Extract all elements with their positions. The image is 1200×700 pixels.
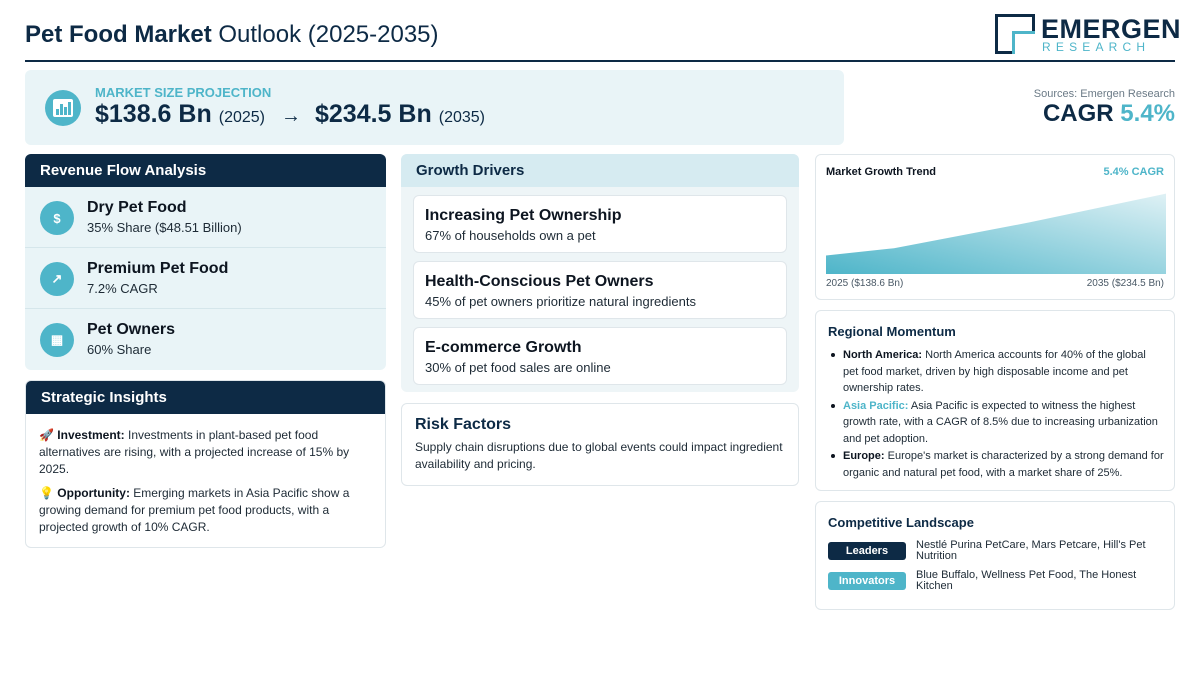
revenue-item-title: Premium Pet Food: [87, 260, 229, 277]
bar-chart-icon: [45, 90, 81, 126]
revenue-item[interactable]: ▦ Pet Owners 60% Share: [25, 309, 386, 370]
market-size-projection: MARKET SIZE PROJECTION $138.6 Bn (2025) …: [25, 70, 844, 145]
cagr-summary: CAGR 5.4%: [1042, 100, 1175, 127]
revenue-item-value: 7.2% CAGR: [87, 281, 158, 296]
lightbulb-icon: 💡: [39, 486, 54, 500]
strategic-insights-card: Strategic Insights 🚀 Investment: Investm…: [25, 380, 386, 548]
leaders-badge[interactable]: Leaders: [828, 542, 906, 560]
money-bag-icon: $: [40, 201, 74, 235]
trend-up-icon: ↗: [40, 262, 74, 296]
revenue-item[interactable]: $ Dry Pet Food 35% Share ($48.51 Billion…: [25, 187, 386, 248]
driver-detail: 30% of pet food sales are online: [425, 360, 611, 375]
growth-drivers-card: Growth Drivers Increasing Pet Ownership …: [401, 154, 799, 392]
arrow-right-icon: →: [281, 105, 301, 127]
driver-item[interactable]: E-commerce Growth 30% of pet food sales …: [413, 327, 787, 385]
end-year: (2035): [438, 109, 485, 126]
driver-title: Increasing Pet Ownership: [425, 207, 622, 224]
logo-subtitle: RESEARCH: [1042, 40, 1151, 54]
trend-title: Market Growth Trend: [826, 166, 937, 178]
risk-factors-card: Risk Factors Supply chain disruptions du…: [401, 403, 799, 486]
risk-factors-text: Supply chain disruptions due to global e…: [415, 440, 783, 471]
revenue-item-value: 35% Share ($48.51 Billion): [87, 220, 242, 235]
revenue-flow-card: Revenue Flow Analysis $ Dry Pet Food 35%…: [25, 154, 386, 370]
growth-area-chart: [826, 193, 1166, 274]
revenue-item-value: 60% Share: [87, 342, 152, 357]
trend-end-label: 2035 ($234.5 Bn): [1086, 278, 1164, 289]
strategic-insights-heading: Strategic Insights: [26, 381, 385, 414]
competitor-row: Leaders Nestlé Purina PetCare, Mars Petc…: [828, 540, 1168, 562]
growth-area: [826, 193, 1166, 274]
region-north-america: North America: North America accounts fo…: [828, 347, 1164, 397]
trend-start-label: 2025 ($138.6 Bn): [826, 278, 904, 289]
growth-drivers-heading: Growth Drivers: [401, 154, 799, 187]
leaders-list: Nestlé Purina PetCare, Mars Petcare, Hil…: [916, 539, 1146, 562]
innovators-list: Blue Buffalo, Wellness Pet Food, The Hon…: [916, 569, 1137, 592]
regional-momentum-card: Regional Momentum North America: North A…: [815, 310, 1175, 491]
competitive-landscape-title: Competitive Landscape: [828, 515, 974, 530]
risk-factors-title: Risk Factors: [415, 416, 512, 433]
emergen-logo[interactable]: EMERGEN RESEARCH: [995, 14, 1181, 56]
region-asia-pacific: Asia Pacific: Asia Pacific is expected t…: [828, 398, 1164, 448]
regional-list: North America: North America accounts fo…: [828, 347, 1164, 482]
revenue-flow-heading: Revenue Flow Analysis: [25, 154, 386, 187]
region-europe: Europe: Europe's market is characterized…: [828, 448, 1164, 481]
driver-item[interactable]: Health-Conscious Pet Owners 45% of pet o…: [413, 261, 787, 319]
driver-detail: 67% of households own a pet: [425, 228, 596, 243]
regional-momentum-title: Regional Momentum: [828, 324, 956, 339]
rocket-icon: 🚀: [39, 428, 54, 442]
market-growth-trend-card: Market Growth Trend 5.4% CAGR 2025 ($138…: [815, 154, 1175, 300]
logo-mark-icon: [995, 14, 1035, 54]
logo-name: EMERGEN: [1041, 14, 1182, 44]
driver-title: E-commerce Growth: [425, 339, 582, 356]
driver-title: Health-Conscious Pet Owners: [425, 273, 654, 290]
page-title: Pet Food Market Outlook (2025-2035): [25, 21, 439, 48]
page-header: Pet Food Market Outlook (2025-2035) EMER…: [25, 0, 1181, 62]
driver-detail: 45% of pet owners prioritize natural ing…: [425, 294, 696, 309]
insight-opportunity: 💡 Opportunity: Emerging markets in Asia …: [39, 486, 350, 534]
end-value: $234.5 Bn: [315, 100, 432, 128]
projection-label: MARKET SIZE PROJECTION: [95, 85, 272, 100]
projection-values: $138.6 Bn (2025) → $234.5 Bn (2035): [95, 100, 485, 129]
start-year: (2025): [218, 109, 265, 126]
building-icon: ▦: [40, 323, 74, 357]
revenue-item[interactable]: ↗ Premium Pet Food 7.2% CAGR: [25, 248, 386, 309]
start-value: $138.6 Bn: [95, 100, 212, 128]
trend-cagr: 5.4% CAGR: [1103, 166, 1164, 178]
revenue-item-title: Pet Owners: [87, 321, 176, 338]
driver-item[interactable]: Increasing Pet Ownership 67% of househol…: [413, 195, 787, 253]
sources-note: Sources: Emergen Research: [1033, 88, 1175, 100]
revenue-item-title: Dry Pet Food: [87, 199, 187, 216]
competitive-landscape-card: Competitive Landscape Leaders Nestlé Pur…: [815, 501, 1175, 610]
competitor-row: Innovators Blue Buffalo, Wellness Pet Fo…: [828, 570, 1168, 592]
innovators-badge[interactable]: Innovators: [828, 572, 906, 590]
insight-investment: 🚀 Investment: Investments in plant-based…: [39, 428, 350, 476]
